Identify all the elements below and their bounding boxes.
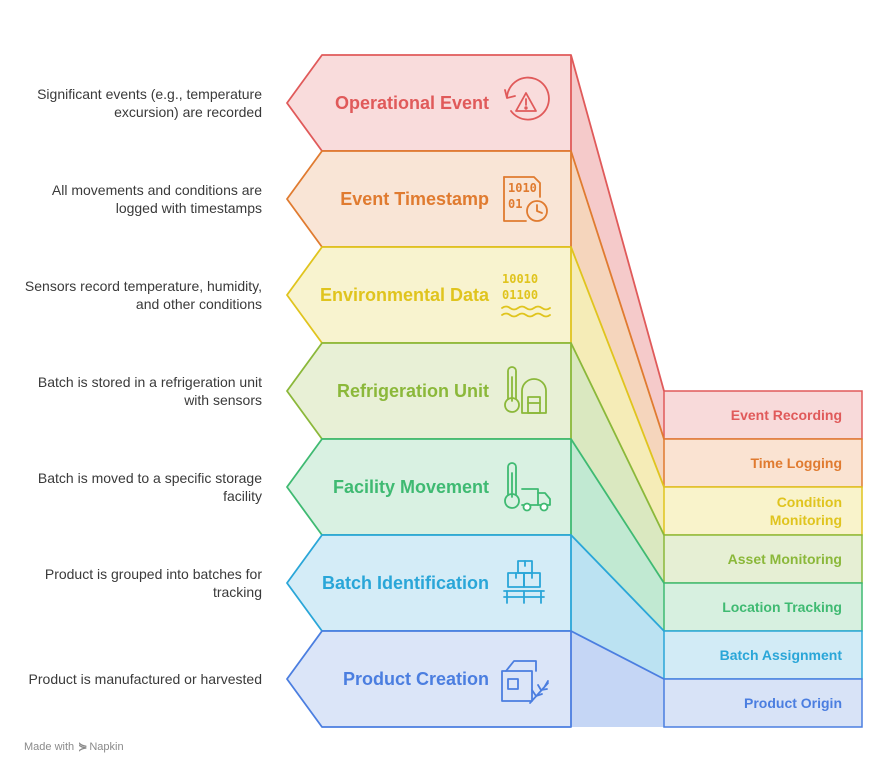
side-label-0: Event Recording <box>731 407 842 423</box>
layer-arrow-6 <box>286 630 572 728</box>
footer-credit: Made with ⋟ Napkin <box>24 740 124 753</box>
side-box-3 <box>663 534 863 584</box>
thermometer-truck-icon <box>504 462 551 512</box>
side-label-5: Batch Assignment <box>720 647 843 663</box>
binary-clock-icon: 1010 01 <box>503 176 548 222</box>
alert-cycle-icon <box>504 76 550 121</box>
binary-data-icon: 10010 01100 <box>501 272 551 318</box>
connector-band-6 <box>571 631 664 727</box>
connector-line-6 <box>570 630 665 680</box>
side-box-0 <box>663 390 863 440</box>
connector-band-3 <box>571 343 664 583</box>
side-box-2 <box>663 486 863 536</box>
connector-band-2 <box>571 247 664 535</box>
side-box-6 <box>663 678 863 728</box>
svg-text:01100: 01100 <box>502 288 538 302</box>
connector-line-0 <box>570 54 665 392</box>
svg-text:1010: 1010 <box>508 181 537 195</box>
side-label-1: Time Logging <box>750 455 842 471</box>
layer-description-2: Sensors record temperature, humidity, an… <box>24 278 262 312</box>
svg-text:01: 01 <box>508 197 522 211</box>
layer-description-1: All movements and conditions are logged … <box>51 182 262 216</box>
connector-line-1 <box>570 150 665 440</box>
connector-band-0 <box>571 55 664 439</box>
connector-line-3 <box>570 342 665 536</box>
side-box-5 <box>663 630 863 680</box>
svg-text:10010: 10010 <box>502 272 538 286</box>
layer-description-6: Product is manufactured or harvested <box>28 671 262 687</box>
layer-title-2: Environmental Data <box>320 285 490 305</box>
footer-brand: Napkin <box>89 741 124 753</box>
connector-line-2 <box>570 246 665 488</box>
napkin-logo-icon: ⋟ <box>78 741 88 753</box>
layer-title-4: Facility Movement <box>333 477 489 497</box>
side-box-1 <box>663 438 863 488</box>
side-label-6: Product Origin <box>744 695 842 711</box>
connector-line-4 <box>570 438 665 584</box>
side-label-4: Location Tracking <box>722 599 842 615</box>
layer-title-6: Product Creation <box>343 669 489 689</box>
side-label-2: Condition Monitoring <box>770 494 842 528</box>
connector-band-1 <box>571 151 664 487</box>
layer-description-4: Batch is moved to a specific storage fac… <box>37 470 262 504</box>
boxes-pallet-icon <box>503 560 545 604</box>
layer-title-1: Event Timestamp <box>340 189 489 209</box>
connector-band-4 <box>571 439 664 631</box>
layer-description-0: Significant events (e.g., temperature ex… <box>37 86 262 120</box>
package-leaf-icon <box>501 660 549 704</box>
footer-prefix: Made with <box>24 741 75 753</box>
layer-title-5: Batch Identification <box>322 573 489 593</box>
layer-title-0: Operational Event <box>335 93 489 113</box>
layer-description-5: Product is grouped into batches for trac… <box>44 566 262 600</box>
side-label-3: Asset Monitoring <box>728 551 842 567</box>
connector-line-5 <box>570 534 665 632</box>
layer-description-3: Batch is stored in a refrigeration unit … <box>37 374 262 408</box>
thermometer-storage-icon <box>504 366 547 414</box>
layer-title-3: Refrigeration Unit <box>337 381 489 401</box>
